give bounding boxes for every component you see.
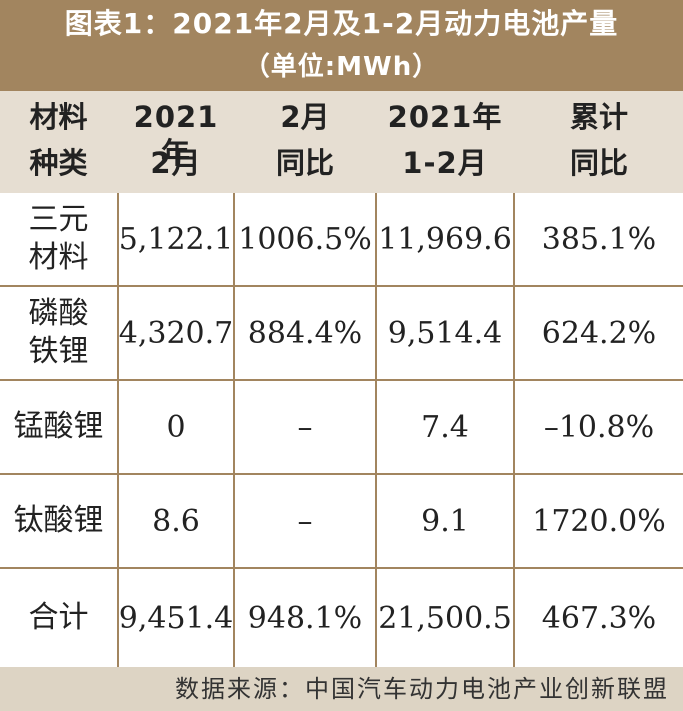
cell-jan-feb: 9.1	[421, 503, 469, 539]
cell-feb: 9,451.4	[118, 600, 234, 636]
cell-cumulative-yoy: 385.1%	[541, 221, 657, 257]
cell-cumulative-yoy: 624.2%	[541, 315, 657, 351]
header-feb-2021: 2021年 2月	[133, 100, 219, 180]
header-jan-feb-2021: 2021年 1-2月	[387, 100, 503, 180]
row-label: 锰酸锂	[13, 409, 104, 444]
source-note: 数据来源：中国汽车动力电池产业创新联盟	[175, 675, 669, 703]
source-note-bar: 数据来源：中国汽车动力电池产业创新联盟	[0, 667, 683, 711]
cell-jan-feb: 7.4	[421, 409, 469, 445]
cell-cumulative-yoy: 467.3%	[541, 600, 657, 636]
table-row: 钛酸锂 8.6 – 9.1 1720.0%	[0, 475, 683, 567]
cell-feb-yoy: 948.1%	[247, 600, 363, 636]
cell-cumulative-yoy: 1720.0%	[532, 503, 666, 539]
cell-jan-feb: 11,969.6	[378, 221, 512, 257]
table-body: 三元 材料 5,122.1 1006.5% 11,969.6 385.1% 磷酸铁…	[0, 193, 683, 667]
column-divider	[375, 193, 377, 667]
row-label: 合计	[28, 600, 89, 635]
table-title: 图表1：2021年2月及1-2月动力电池产量	[64, 7, 619, 40]
row-label: 磷酸 铁锂	[28, 296, 89, 369]
header-feb-yoy: 2月 同比	[275, 100, 334, 180]
column-divider	[513, 193, 515, 667]
cell-jan-feb: 9,514.4	[387, 315, 503, 351]
cell-feb: 4,320.7	[118, 315, 234, 351]
row-divider	[0, 567, 683, 569]
header-cumulative-yoy: 累计 同比	[569, 100, 628, 180]
row-label: 钛酸锂	[13, 503, 104, 538]
row-divider	[0, 473, 683, 475]
cell-feb: 0	[166, 409, 186, 445]
column-divider	[233, 193, 235, 667]
table-row: 锰酸锂 0 – 7.4 –10.8%	[0, 381, 683, 473]
header-material-type: 材料 种类	[29, 100, 88, 180]
cell-jan-feb: 21,500.5	[378, 600, 512, 636]
row-label: 三元 材料	[28, 202, 89, 275]
cell-feb-yoy: 884.4%	[247, 315, 363, 351]
cell-cumulative-yoy: –10.8%	[543, 409, 655, 445]
row-divider	[0, 285, 683, 287]
cell-feb-yoy: –	[297, 409, 313, 445]
table-row: 三元 材料 5,122.1 1006.5% 11,969.6 385.1%	[0, 193, 683, 285]
table-row: 合计 9,451.4 948.1% 21,500.5 467.3%	[0, 569, 683, 667]
row-divider	[0, 379, 683, 381]
table-row: 磷酸 铁锂 4,320.7 884.4% 9,514.4 624.2%	[0, 287, 683, 379]
title-bar: 图表1：2021年2月及1-2月动力电池产量 （单位:MWh）	[0, 0, 683, 91]
cell-feb: 5,122.1	[118, 221, 234, 257]
table-unit: （单位:MWh）	[243, 52, 440, 82]
cell-feb-yoy: 1006.5%	[238, 221, 372, 257]
cell-feb: 8.6	[152, 503, 200, 539]
table-header-row: 材料 种类 2021年 2月 2月 同比 2021年 1-2月 累计 同比	[0, 91, 683, 193]
cell-feb-yoy: –	[297, 503, 313, 539]
column-divider	[117, 193, 119, 667]
